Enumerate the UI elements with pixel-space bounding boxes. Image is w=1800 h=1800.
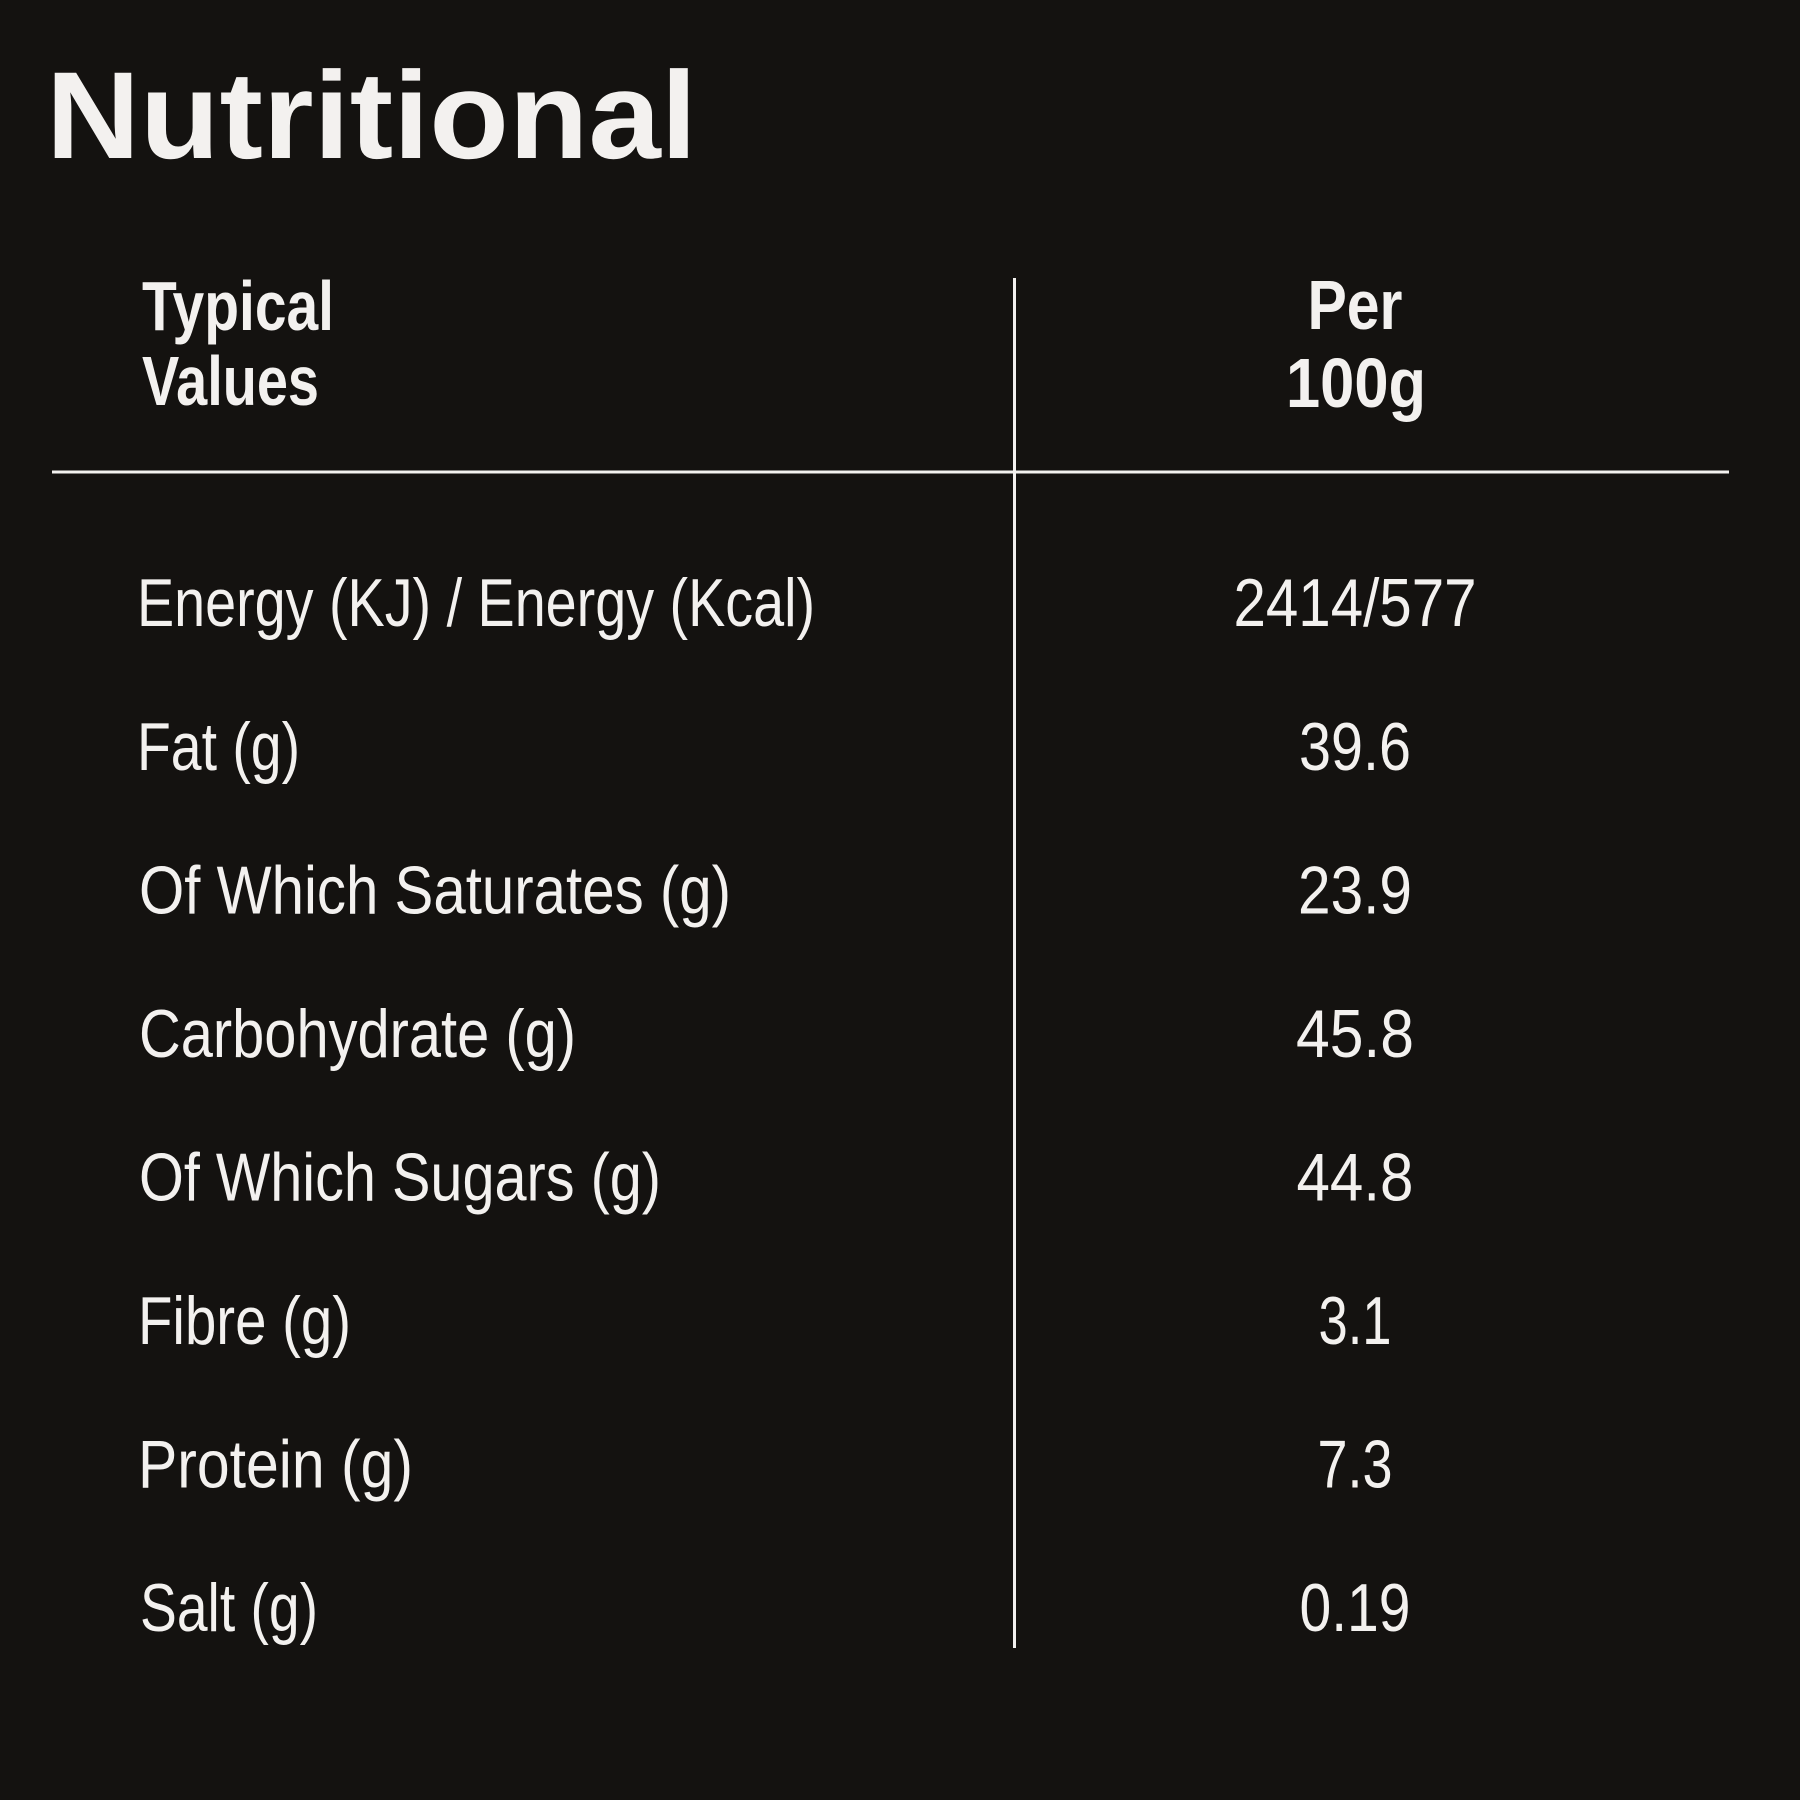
svg-text:Nutritional: Nutritional: [46, 47, 697, 185]
svg-text:Energy (KJ) / Energy (Kcal): Energy (KJ) / Energy (Kcal): [137, 565, 815, 641]
svg-text:Carbohydrate (g): Carbohydrate (g): [139, 996, 576, 1072]
svg-text:2414/577: 2414/577: [1234, 565, 1477, 641]
svg-text:7.3: 7.3: [1318, 1427, 1393, 1503]
svg-text:Salt (g): Salt (g): [140, 1570, 318, 1646]
svg-text:Protein (g): Protein (g): [138, 1427, 413, 1503]
svg-text:Values: Values: [142, 342, 319, 420]
svg-text:Of Which Saturates (g): Of Which Saturates (g): [139, 853, 731, 929]
svg-text:39.6: 39.6: [1299, 709, 1411, 785]
svg-text:Typical: Typical: [142, 267, 334, 345]
svg-text:45.8: 45.8: [1296, 996, 1414, 1072]
svg-text:23.9: 23.9: [1298, 853, 1412, 929]
svg-text:3.1: 3.1: [1319, 1283, 1392, 1359]
svg-text:44.8: 44.8: [1297, 1140, 1414, 1216]
svg-text:Fat (g): Fat (g): [137, 709, 300, 785]
svg-text:Fibre (g): Fibre (g): [138, 1283, 351, 1359]
svg-text:100g: 100g: [1286, 344, 1426, 422]
svg-text:Per: Per: [1308, 266, 1403, 344]
svg-text:0.19: 0.19: [1300, 1570, 1411, 1646]
svg-text:Of Which Sugars (g): Of Which Sugars (g): [139, 1140, 661, 1216]
